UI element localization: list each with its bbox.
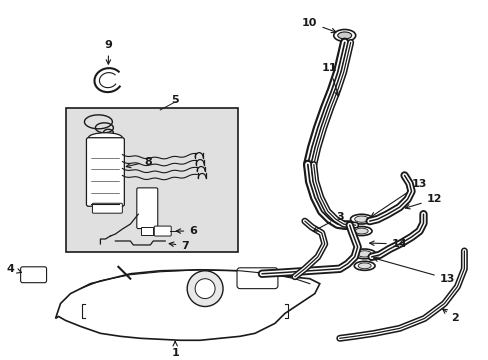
Text: 8: 8 — [126, 157, 152, 168]
Text: 13: 13 — [370, 179, 427, 217]
Ellipse shape — [350, 226, 371, 235]
Ellipse shape — [354, 261, 374, 270]
Ellipse shape — [88, 133, 122, 143]
FancyBboxPatch shape — [20, 267, 46, 283]
Text: 10: 10 — [302, 18, 335, 33]
FancyBboxPatch shape — [65, 108, 238, 252]
FancyBboxPatch shape — [92, 203, 122, 213]
Ellipse shape — [354, 216, 368, 222]
Text: 1: 1 — [171, 342, 179, 358]
Text: 7: 7 — [169, 241, 189, 251]
Ellipse shape — [333, 30, 355, 41]
Text: 3: 3 — [313, 212, 343, 231]
FancyBboxPatch shape — [141, 227, 153, 235]
FancyBboxPatch shape — [237, 268, 277, 289]
Ellipse shape — [337, 32, 351, 39]
Ellipse shape — [350, 214, 372, 224]
Circle shape — [195, 279, 215, 298]
Text: 6: 6 — [176, 226, 197, 236]
Circle shape — [187, 271, 223, 306]
Text: 5: 5 — [171, 95, 179, 105]
Text: 13: 13 — [373, 257, 454, 284]
Ellipse shape — [357, 251, 371, 257]
Text: 14: 14 — [369, 239, 407, 249]
Text: 4: 4 — [7, 264, 21, 274]
Text: 9: 9 — [104, 40, 112, 64]
Polygon shape — [56, 270, 319, 340]
Text: 11: 11 — [322, 63, 339, 96]
Ellipse shape — [357, 263, 370, 269]
FancyBboxPatch shape — [154, 226, 171, 236]
FancyBboxPatch shape — [86, 138, 124, 206]
Ellipse shape — [353, 249, 375, 259]
Text: 2: 2 — [442, 309, 458, 323]
Text: 12: 12 — [405, 194, 441, 209]
FancyBboxPatch shape — [137, 188, 158, 229]
Ellipse shape — [354, 228, 367, 234]
